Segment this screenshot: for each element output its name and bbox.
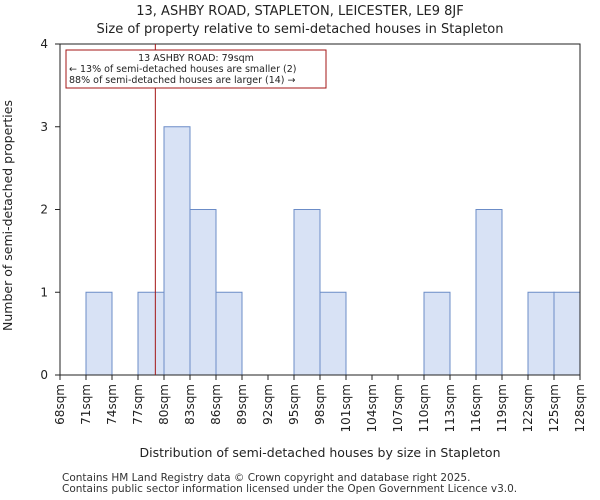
x-tick-label: 89sqm	[235, 384, 249, 425]
bar-122sqm	[527, 291, 555, 376]
x-tick-label: 98sqm	[313, 384, 327, 425]
footer-line-1: Contains HM Land Registry data © Crown c…	[62, 472, 471, 484]
bar-80sqm	[163, 126, 191, 376]
x-tick-label: 74sqm	[105, 384, 119, 425]
x-tick-label: 116sqm	[469, 384, 483, 432]
bars-group	[85, 126, 581, 376]
y-tick-label: 1	[40, 285, 48, 299]
y-tick-label: 3	[40, 120, 48, 134]
x-tick-label: 104sqm	[365, 384, 379, 432]
x-tick-label: 71sqm	[79, 384, 93, 425]
bar-98sqm	[319, 291, 347, 376]
annotation-line-2: ← 13% of semi-detached houses are smalle…	[69, 64, 297, 75]
x-tick-label: 80sqm	[157, 384, 171, 425]
x-tick-label: 119sqm	[495, 384, 509, 432]
chart-subtitle: Size of property relative to semi-detach…	[96, 22, 504, 37]
footer-line-2: Contains public sector information licen…	[62, 483, 518, 495]
x-tick-label: 95sqm	[287, 384, 301, 425]
x-tick-label: 128sqm	[573, 384, 587, 432]
x-tick-label: 83sqm	[183, 384, 197, 425]
bar-116sqm	[475, 209, 503, 376]
x-tick-label: 68sqm	[53, 384, 67, 425]
y-axis-label: Number of semi-detached properties	[0, 100, 15, 331]
y-tick-label: 4	[40, 37, 48, 51]
x-tick-label: 125sqm	[547, 384, 561, 432]
x-tick-label: 110sqm	[417, 384, 431, 432]
x-tick-label: 122sqm	[521, 384, 535, 432]
x-tick-label: 107sqm	[391, 384, 405, 432]
annotation-line-3: 88% of semi-detached houses are larger (…	[69, 75, 296, 86]
x-tick-label: 101sqm	[339, 384, 353, 432]
bar-110sqm	[423, 291, 451, 376]
y-tick-label: 0	[40, 368, 48, 382]
x-tick-label: 113sqm	[443, 384, 457, 432]
annotation-box: 13 ASHBY ROAD: 79sqm ← 13% of semi-detac…	[65, 49, 327, 89]
bar-77sqm	[137, 291, 165, 376]
x-axis-label: Distribution of semi-detached houses by …	[140, 445, 501, 460]
chart-title: 13, ASHBY ROAD, STAPLETON, LEICESTER, LE…	[136, 4, 464, 19]
x-tick-label: 92sqm	[261, 384, 275, 425]
y-tick-label: 2	[40, 203, 48, 217]
bar-83sqm	[189, 209, 217, 376]
x-tick-label: 77sqm	[131, 384, 145, 425]
bar-125sqm	[553, 291, 581, 376]
bar-86sqm	[215, 291, 243, 376]
x-tick-label: 86sqm	[209, 384, 223, 425]
bar-95sqm	[293, 209, 321, 376]
axes-group: 0 1 2 3 4 68sqm 71sqm 74sqm 77sqm 80sqm 83sqm 86sqm…	[40, 37, 587, 432]
bar-71sqm	[85, 291, 113, 376]
annotation-line-1: 13 ASHBY ROAD: 79sqm	[138, 53, 254, 64]
